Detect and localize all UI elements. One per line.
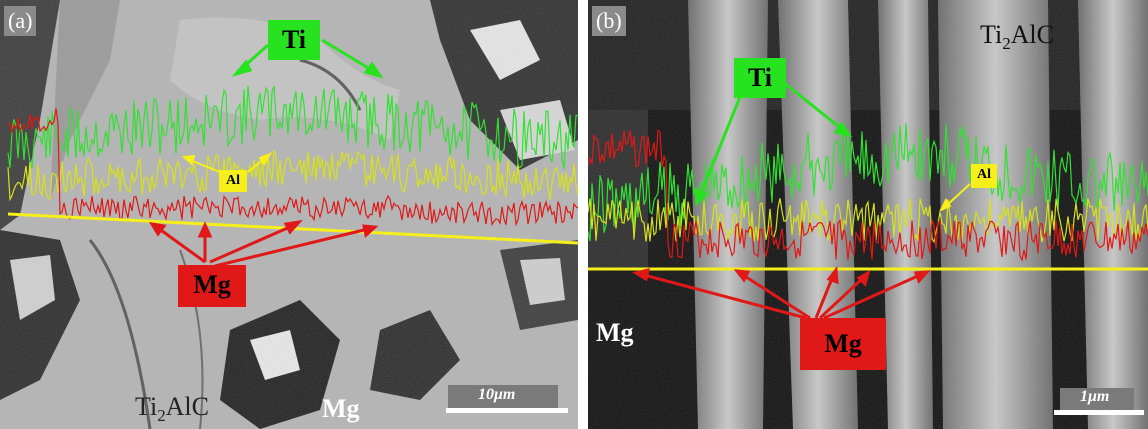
- ti-label-b: Ti: [734, 58, 786, 98]
- mg-label-a: Mg: [178, 265, 246, 307]
- ti2alc-label-a: Ti2AlC: [135, 392, 209, 426]
- panel-b: (b) Ti Al Mg Ti2AlC Mg 1μm: [588, 0, 1148, 429]
- al-label-a: Al: [219, 170, 247, 192]
- panel-label-a: (a): [4, 6, 36, 36]
- scale-bar-b: [1054, 410, 1144, 415]
- ti-label-a: Ti: [268, 20, 320, 60]
- ti2alc-label-b: Ti2AlC: [980, 20, 1054, 54]
- scale-bar-a: [446, 408, 568, 413]
- sem-image-a: [0, 0, 578, 429]
- scale-text-a: 10μm: [478, 386, 515, 404]
- mg-label-b: Mg: [800, 318, 886, 370]
- mg-phase-label-a: Mg: [322, 394, 360, 424]
- al-label-b: Al: [971, 164, 997, 188]
- panel-label-b: (b): [592, 6, 626, 36]
- mg-phase-label-b: Mg: [596, 318, 634, 348]
- panel-a: (a) Ti Al Mg Ti2AlC Mg 10μm: [0, 0, 578, 429]
- scale-text-b: 1μm: [1080, 388, 1109, 406]
